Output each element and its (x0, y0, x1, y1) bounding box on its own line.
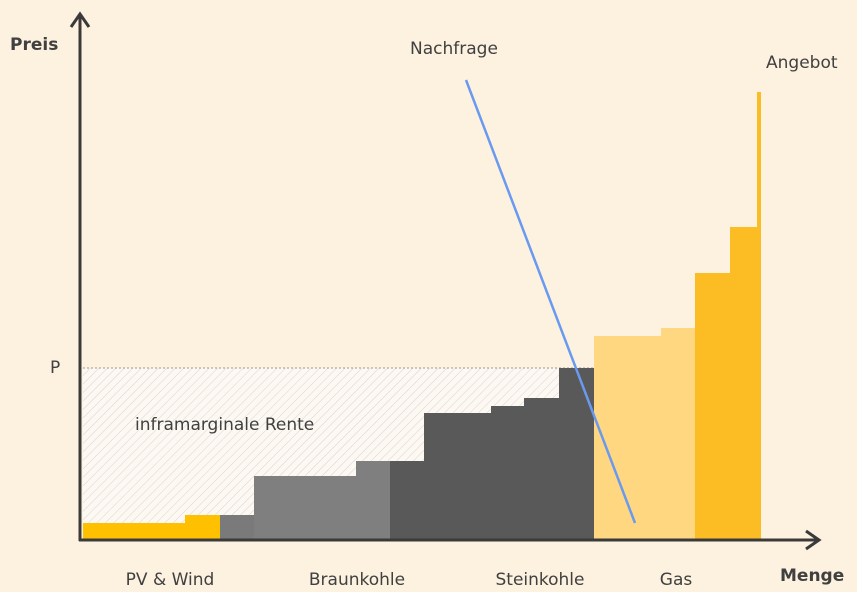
rent-label: inframarginale Rente (135, 415, 314, 435)
bar (757, 92, 761, 540)
supply-bars (83, 92, 761, 540)
category-label: Steinkohle (495, 570, 584, 590)
bar (730, 227, 757, 540)
category-label: PV & Wind (126, 570, 215, 590)
bar (695, 273, 730, 540)
bar (220, 515, 254, 540)
bar (524, 398, 559, 540)
bar (185, 515, 220, 540)
bar (390, 461, 424, 540)
bar (83, 523, 185, 540)
supply-label: Angebot (766, 53, 838, 73)
category-label: Braunkohle (309, 570, 405, 590)
bar (424, 413, 491, 540)
price-label: P (50, 358, 60, 378)
demand-label: Nachfrage (410, 39, 498, 59)
bar (594, 336, 661, 540)
category-label: Gas (660, 570, 693, 590)
bar (491, 406, 524, 540)
bar (356, 461, 390, 540)
bar (254, 476, 356, 540)
x-axis-label: Menge (780, 566, 844, 586)
demand-curve (464, 79, 637, 524)
y-axis-label: Preis (10, 35, 58, 55)
bar (559, 368, 594, 540)
bar (661, 328, 695, 540)
axes (69, 11, 822, 551)
